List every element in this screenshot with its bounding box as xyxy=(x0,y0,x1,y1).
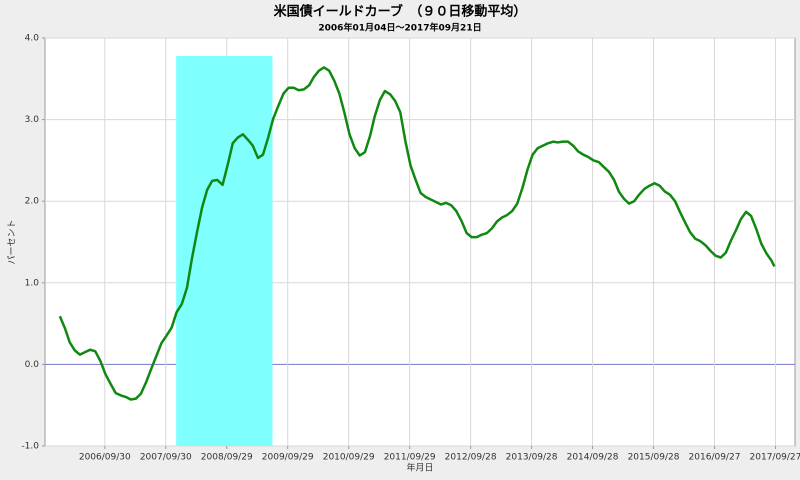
x-tick-label: 2013/09/28 xyxy=(506,453,558,463)
x-tick-label: 2008/09/29 xyxy=(201,453,253,463)
chart-subtitle: 2006年01月04日～2017年09月21日 xyxy=(318,22,481,34)
x-axis-label: 年月日 xyxy=(406,462,433,474)
chart-title: 米国債イールドカーブ （９０日移動平均） xyxy=(274,4,527,20)
x-tick-label: 2012/09/28 xyxy=(445,453,497,463)
y-tick-label: 2.0 xyxy=(25,197,40,207)
x-tick-label: 2009/09/29 xyxy=(262,453,314,463)
plot-area xyxy=(44,37,796,447)
x-tick-label: 2014/09/28 xyxy=(567,453,619,463)
y-tick-label: 4.0 xyxy=(25,34,40,44)
x-tick-label: 2007/09/30 xyxy=(140,453,192,463)
y-axis-label: パーセント xyxy=(7,219,18,264)
x-tick-label: 2017/09/27 xyxy=(750,453,800,463)
x-tick-label: 2010/09/29 xyxy=(323,453,375,463)
y-tick-label: 1.0 xyxy=(25,278,40,288)
y-tick-label: 3.0 xyxy=(25,115,40,125)
x-tick-label: 2016/09/27 xyxy=(689,453,741,463)
highlight-band xyxy=(176,55,273,447)
x-tick-label: 2015/09/28 xyxy=(628,453,680,463)
y-tick-label: 0.0 xyxy=(25,360,40,370)
data-line xyxy=(58,66,776,401)
y-tick-label: -1.0 xyxy=(21,442,39,452)
x-tick-label: 2006/09/30 xyxy=(79,453,131,463)
x-tick-label: 2011/09/29 xyxy=(384,453,436,463)
